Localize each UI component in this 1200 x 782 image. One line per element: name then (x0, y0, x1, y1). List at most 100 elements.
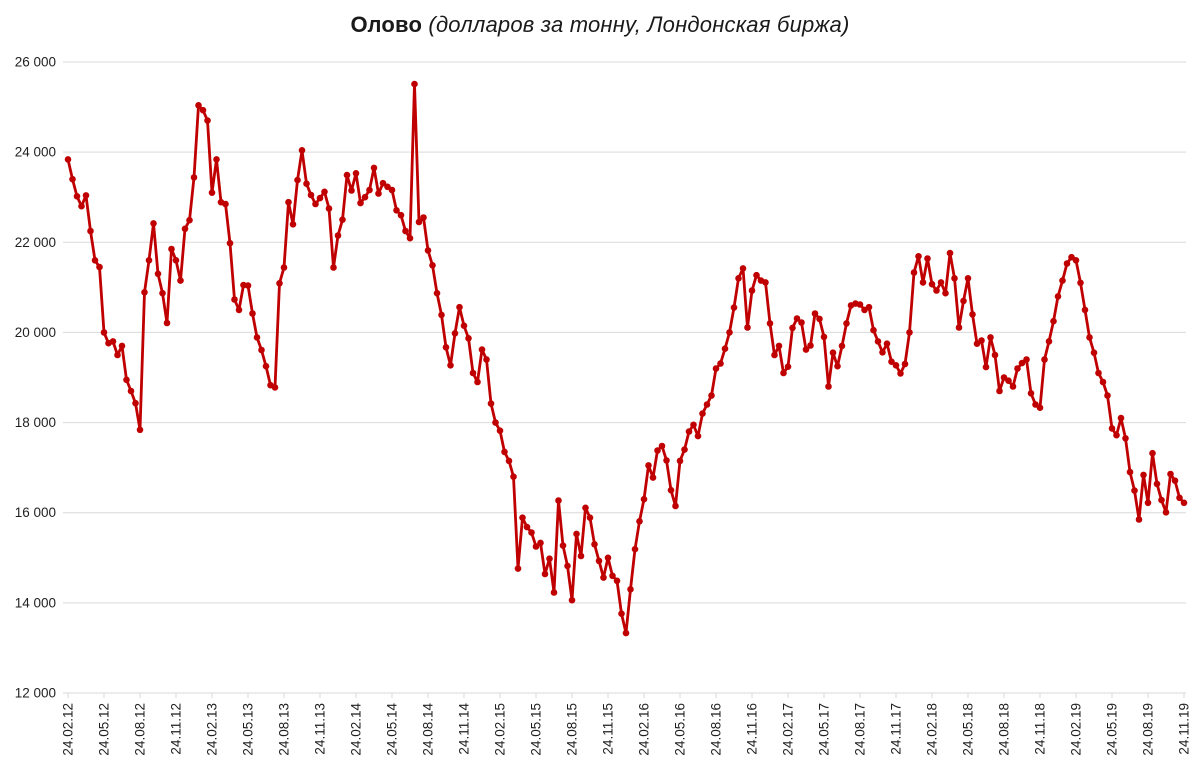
data-point-marker (483, 356, 490, 363)
x-tick-label: 24.11.18 (1033, 703, 1048, 755)
data-point-marker (316, 194, 324, 202)
x-tick-label: 24.08.15 (565, 703, 580, 756)
data-point-marker (901, 360, 909, 368)
data-point-marker (762, 279, 769, 286)
data-point-marker (1086, 334, 1093, 341)
x-tick-label: 24.08.12 (133, 703, 148, 756)
data-point-marker (163, 319, 171, 327)
data-point-marker (708, 392, 715, 399)
data-point-marker (645, 462, 652, 469)
data-point-marker (244, 282, 252, 289)
data-point-marker (249, 310, 256, 317)
data-point-marker (595, 557, 603, 565)
data-point-marker (987, 334, 994, 341)
data-point-marker (492, 419, 499, 426)
data-point-marker (1162, 509, 1170, 516)
data-point-marker (159, 289, 166, 297)
data-point-marker (1099, 378, 1107, 386)
y-tick-label: 20 000 (15, 325, 56, 340)
data-point-marker (510, 473, 517, 481)
data-point-marker (906, 329, 913, 336)
data-point-marker (1077, 279, 1084, 287)
data-point-marker (1027, 390, 1035, 397)
data-point-marker (883, 340, 891, 348)
data-point-marker (1117, 414, 1125, 422)
data-point-marker (348, 187, 355, 194)
data-point-marker (487, 400, 495, 407)
data-point-marker (573, 530, 580, 538)
chart-title-commodity: Олово (350, 12, 423, 37)
data-point-marker (735, 275, 742, 282)
data-point-marker (1126, 468, 1134, 476)
data-point-marker (676, 457, 684, 465)
data-point-marker (690, 421, 697, 429)
data-point-marker (933, 287, 940, 294)
data-point-marker (456, 303, 463, 311)
data-point-marker (1009, 383, 1017, 390)
data-point-marker (892, 362, 900, 369)
data-point-marker (991, 351, 999, 359)
data-point-marker (888, 358, 895, 366)
data-point-marker (118, 342, 126, 350)
data-point-marker (303, 180, 310, 187)
x-tick-label: 24.02.12 (61, 703, 76, 756)
data-point-marker (195, 102, 202, 109)
data-point-marker (433, 289, 441, 297)
data-point-marker (627, 586, 634, 593)
data-point-marker (1140, 471, 1147, 479)
y-tick-label: 24 000 (15, 145, 56, 160)
data-point-marker (1167, 470, 1174, 478)
x-tick-label: 24.05.17 (817, 703, 832, 756)
data-point-marker (109, 338, 117, 345)
data-point-marker (816, 315, 823, 323)
data-point-marker (546, 555, 553, 562)
data-point-marker (496, 427, 504, 435)
data-point-marker (915, 252, 922, 260)
x-tick-label: 24.08.19 (1141, 703, 1156, 756)
data-point-marker (199, 106, 207, 114)
data-point-marker (748, 287, 756, 294)
data-point-marker (1180, 499, 1188, 507)
data-point-marker (1041, 356, 1048, 363)
data-point-marker (375, 190, 382, 197)
x-tick-label: 24.05.16 (673, 703, 688, 756)
x-tick-label: 24.08.17 (853, 703, 868, 756)
x-tick-label: 24.11.12 (169, 703, 184, 755)
data-point-marker (775, 342, 783, 350)
data-point-marker (672, 502, 679, 510)
data-point-marker (186, 216, 193, 224)
data-point-marker (838, 342, 846, 350)
data-point-marker (415, 218, 423, 226)
x-tick-label: 24.11.17 (889, 703, 904, 755)
data-point-marker (1176, 494, 1183, 502)
data-point-marker (402, 227, 409, 235)
data-point-marker (1144, 499, 1152, 507)
x-tick-label: 24.05.18 (961, 703, 976, 756)
data-point-marker (136, 426, 144, 434)
x-tick-label: 24.02.18 (925, 703, 940, 756)
x-tick-label: 24.02.14 (349, 703, 364, 756)
y-tick-label: 18 000 (15, 415, 56, 430)
data-point-marker (1171, 477, 1179, 485)
data-point-marker (190, 174, 198, 181)
y-tick-label: 26 000 (15, 55, 56, 70)
data-point-marker (1153, 480, 1161, 488)
data-point-marker (141, 289, 148, 296)
y-tick-label: 22 000 (15, 235, 56, 250)
data-point-marker (694, 432, 702, 440)
data-point-marker (636, 518, 643, 525)
data-point-marker (253, 334, 261, 341)
data-point-marker (1149, 449, 1156, 457)
data-point-marker (73, 193, 81, 200)
x-tick-label: 24.11.19 (1177, 703, 1192, 755)
x-tick-label: 24.05.15 (529, 703, 544, 756)
data-point-marker (654, 447, 661, 454)
data-point-marker (1095, 369, 1102, 377)
data-point-marker (208, 189, 216, 196)
data-point-marker (1108, 425, 1116, 432)
data-point-marker (523, 523, 531, 531)
data-point-marker (82, 192, 90, 199)
data-point-marker (897, 370, 904, 377)
data-point-marker (406, 234, 414, 242)
x-tick-label: 24.08.13 (277, 703, 292, 756)
